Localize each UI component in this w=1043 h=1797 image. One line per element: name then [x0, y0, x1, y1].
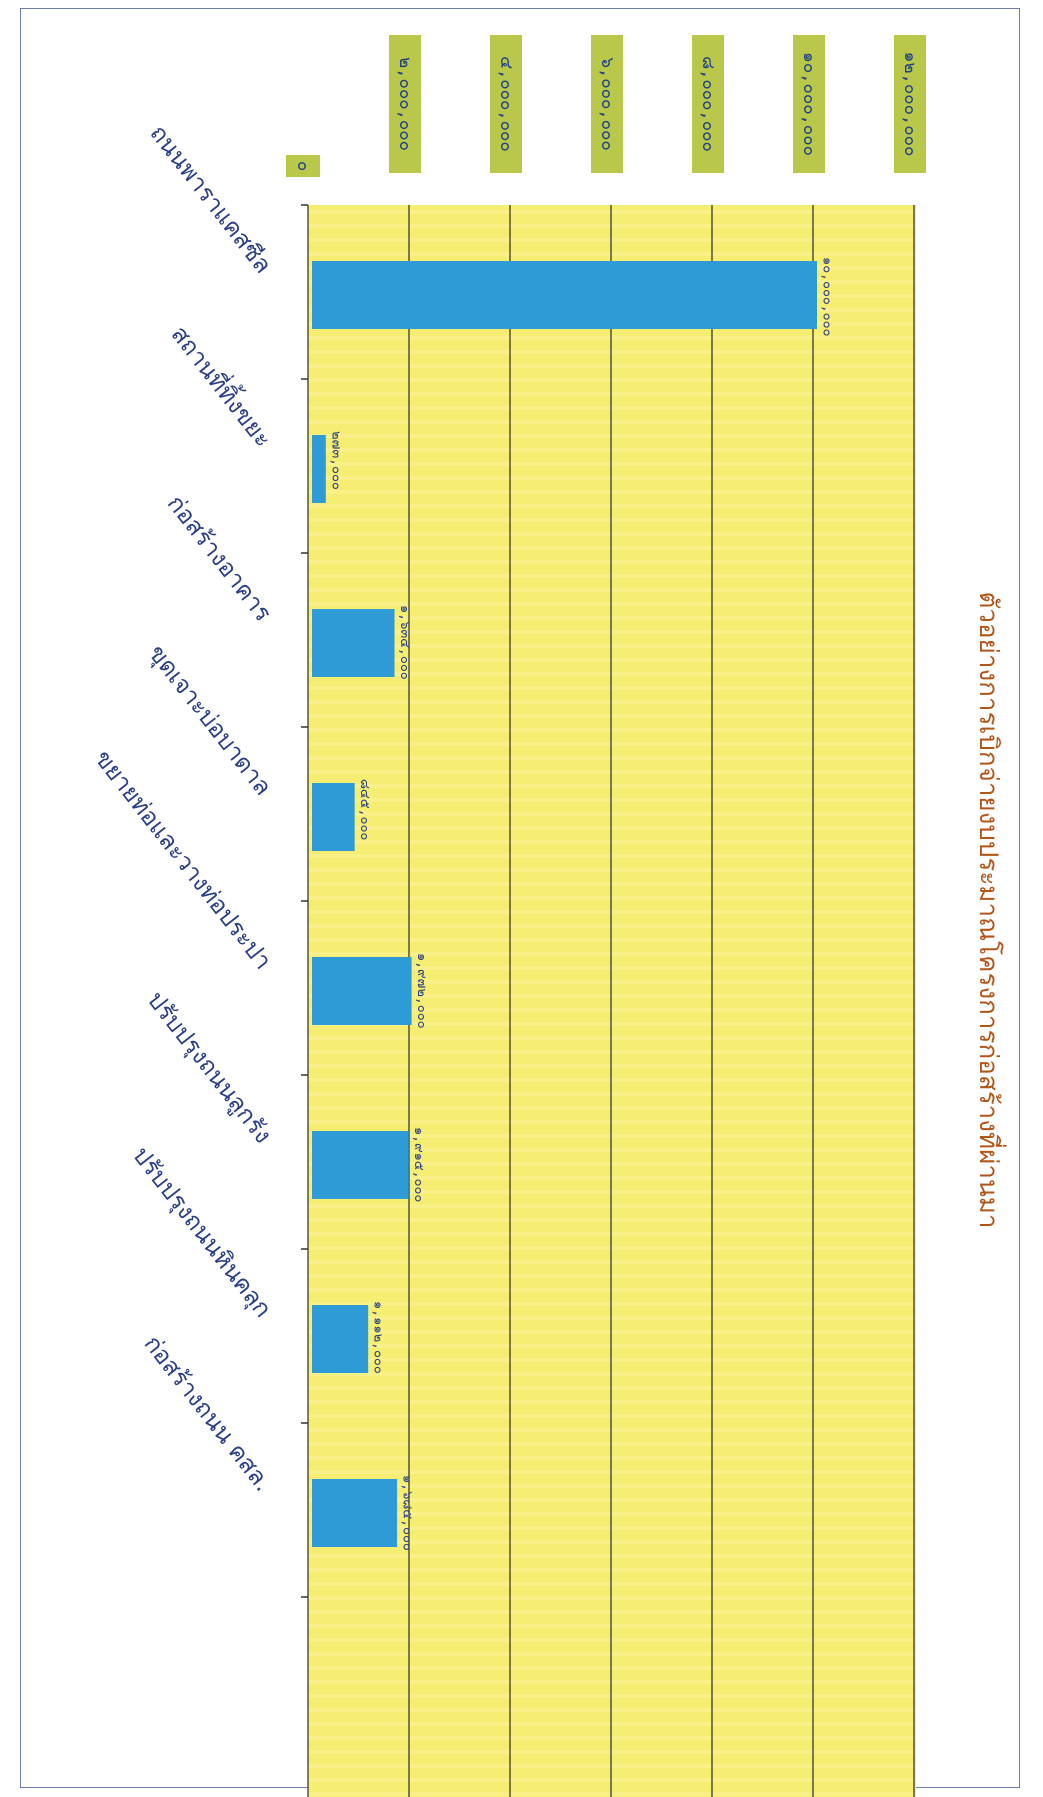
data-label: ๑,๑๑๒,๐๐๐ — [371, 1301, 386, 1374]
category-label: ปรับปรุงถนนลูกรัง — [141, 986, 277, 1149]
bar — [312, 1479, 398, 1547]
data-label: ๑,๙๗๒,๐๐๐ — [414, 953, 429, 1029]
bar — [312, 435, 326, 503]
category-label: ถนนพาราแคสซีล — [144, 119, 277, 278]
category-axis: ถนนพาราแคสซีลสถานที่ทิ้งขยะก่อสร้างอาคาร… — [89, 119, 308, 1598]
tick-label: ๐ — [293, 161, 313, 171]
tick-label-box — [793, 35, 825, 173]
data-label: ๑๐,๐๐๐,๐๐๐ — [820, 257, 835, 337]
bar — [312, 783, 355, 851]
bar — [312, 1131, 409, 1199]
tick-label: ๖,๐๐๐,๐๐๐ — [597, 57, 617, 151]
bar — [312, 1305, 369, 1373]
tick-label: ๘,๐๐๐,๐๐๐ — [698, 56, 718, 152]
category-label: ปรับปรุงถนนหินคลุก — [126, 1141, 277, 1323]
tick-label-box — [894, 35, 926, 173]
tick-label: ๒,๐๐๐,๐๐๐ — [395, 57, 415, 151]
category-label: ขุดเจาะบ่อบาดาล — [142, 639, 277, 801]
bar — [312, 261, 817, 329]
chart-title-group: ตัวอย่างการเบิกจ่ายงบประมาณโครงการก่อสร้… — [973, 592, 1007, 1229]
bar — [312, 609, 395, 677]
bars: ๑๐,๐๐๐,๐๐๐๒๗๓,๐๐๐๑,๖๓๔,๐๐๐๘๔๕,๐๐๐๑,๙๗๒,๐… — [312, 257, 835, 1551]
tick-label-box — [389, 35, 421, 173]
tick-label-box — [591, 35, 623, 173]
tick-label-box — [286, 155, 320, 177]
data-label: ๑,๙๑๕,๐๐๐ — [411, 1127, 426, 1202]
data-label: ๒๗๓,๐๐๐ — [328, 431, 343, 490]
chart-title: ตัวอย่างการเบิกจ่ายงบประมาณโครงการก่อสร้… — [973, 592, 1007, 1229]
tick-label: ๑๐,๐๐๐,๐๐๐ — [799, 52, 819, 156]
tick-label-box — [692, 35, 724, 173]
category-label: ก่อสร้างอาคาร — [162, 490, 278, 627]
value-axis-ticks: ๐ ๒,๐๐๐,๐๐๐ ๔,๐๐๐,๐๐๐ ๖,๐๐๐,๐๐๐ ๘,๐๐๐,๐๐๐ ๑๐,… — [286, 35, 926, 177]
category-label: สถานที่ทิ้งขยะ — [166, 318, 281, 453]
bar — [312, 957, 412, 1025]
tick-label-box — [490, 35, 522, 173]
data-label: ๑,๖๘๕,๐๐๐ — [400, 1475, 415, 1551]
tick-label: ๑๒,๐๐๐,๐๐๐ — [900, 52, 920, 157]
grid-lines — [307, 205, 915, 1797]
data-label: ๑,๖๓๔,๐๐๐ — [397, 605, 412, 680]
data-label: ๘๔๕,๐๐๐ — [357, 779, 372, 840]
category-label: ก่อสร้างถนน คสล. — [138, 1330, 277, 1497]
tick-label: ๔,๐๐๐,๐๐๐ — [496, 56, 516, 152]
